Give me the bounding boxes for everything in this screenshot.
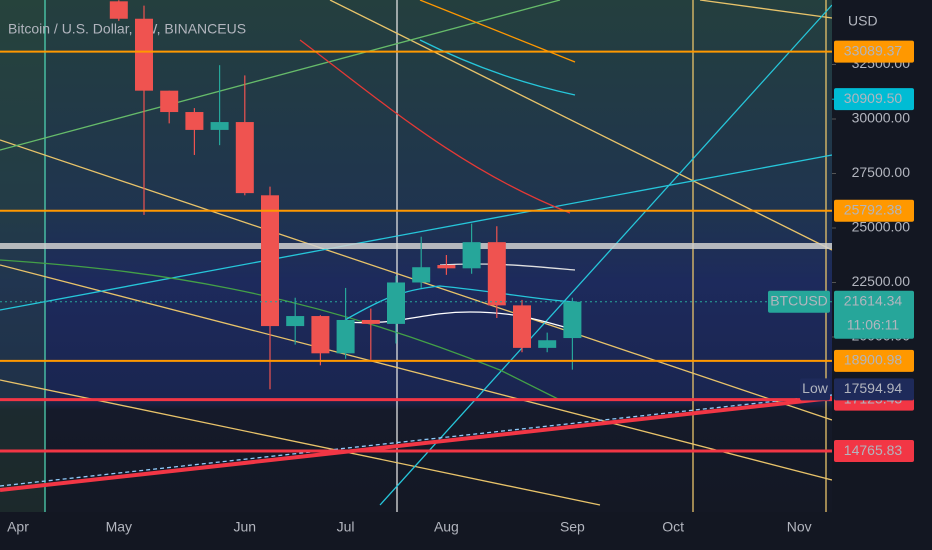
x-tick-label: Apr	[7, 519, 29, 535]
candle-body	[538, 340, 557, 348]
y-tick-label: 22500.00	[852, 273, 911, 289]
candle-body	[361, 319, 380, 324]
price-label: 25792.38	[844, 201, 903, 217]
x-tick-label: Aug	[434, 519, 459, 535]
moving-average	[419, 39, 576, 96]
price-label-bg	[834, 440, 914, 463]
price-label: 21614.34	[844, 292, 903, 308]
moving-average	[344, 285, 576, 321]
candle-body	[235, 122, 254, 194]
low-label-bg	[800, 378, 830, 401]
symbol-label-bg	[768, 290, 830, 313]
candle-body	[437, 265, 456, 269]
moving-average	[0, 259, 561, 401]
moving-average	[299, 39, 571, 214]
plot-background	[0, 0, 832, 512]
price-label: 17594.94	[844, 380, 903, 396]
y-tick-label: 25000.00	[852, 219, 911, 235]
price-label-bg	[834, 290, 914, 339]
trend-line	[379, 4, 833, 506]
candle-body	[487, 242, 506, 306]
candle-body	[210, 122, 229, 130]
price-label: 30909.50	[844, 90, 903, 106]
trend-line	[0, 0, 561, 151]
x-tick-label: Sep	[560, 519, 585, 535]
trend-line	[699, 0, 833, 19]
candle-body	[412, 267, 431, 283]
x-tick-label: Jul	[337, 519, 355, 535]
moving-average	[439, 263, 576, 271]
x-tick-label: Jun	[234, 519, 257, 535]
symbol-label: BTCUSD	[770, 292, 828, 308]
price-label: 33089.37	[844, 42, 903, 58]
x-tick-label: May	[106, 519, 132, 535]
price-label-bg	[834, 88, 914, 111]
candle-body	[311, 316, 330, 354]
candle-body	[109, 1, 128, 19]
countdown: 11:06:11	[847, 316, 900, 332]
price-label-bg	[834, 199, 914, 222]
trend-line	[0, 154, 833, 311]
trend-line	[0, 264, 833, 481]
y-tick-label: 27500.00	[852, 164, 911, 180]
candle-body	[135, 18, 153, 91]
candle-body	[513, 305, 531, 348]
trend-line	[329, 0, 833, 251]
price-label: 14765.83	[844, 442, 903, 458]
time-axis	[0, 512, 832, 550]
candle-body	[387, 282, 405, 324]
price-label-bg	[834, 378, 914, 401]
candle-body	[160, 90, 179, 113]
moving-average	[344, 311, 576, 331]
axis-unit: USD	[848, 13, 878, 29]
zone-band	[0, 243, 832, 249]
y-tick-label: 30000.00	[852, 110, 911, 126]
zone	[0, 0, 45, 512]
price-label-bg	[834, 40, 914, 63]
trend-line	[0, 396, 833, 492]
price-label-bg	[834, 349, 914, 372]
candle-body	[286, 316, 305, 327]
candle-body	[462, 242, 481, 269]
x-tick-label: Oct	[662, 519, 684, 535]
candle-body	[336, 319, 355, 354]
price-label: 18900.98	[844, 352, 903, 368]
candle-body	[185, 112, 204, 130]
x-tick-label: Nov	[787, 519, 812, 535]
low-label: Low	[802, 380, 829, 396]
chart-title: Bitcoin / U.S. Dollar, 1W, BINANCEUS	[8, 21, 246, 37]
candle-body	[261, 195, 279, 327]
candle-body	[563, 301, 582, 339]
